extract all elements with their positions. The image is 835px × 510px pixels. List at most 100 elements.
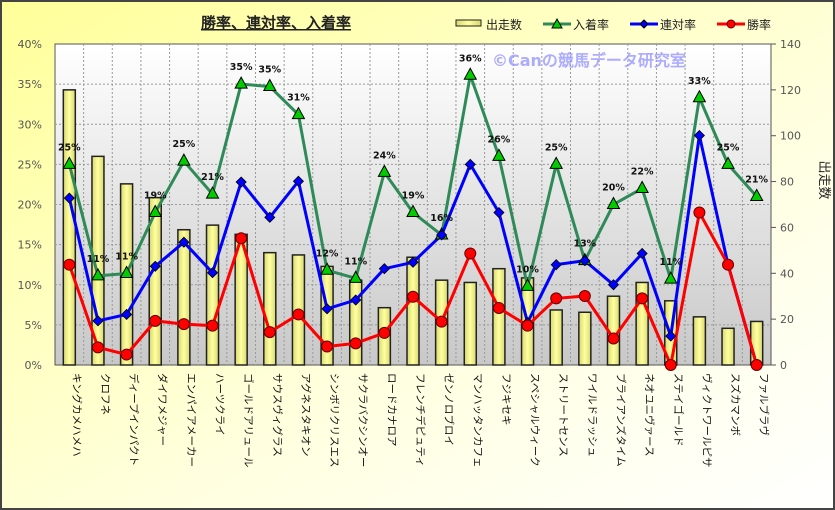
x-tick-label: ダイワメジャー xyxy=(156,373,169,446)
bar-0 xyxy=(62,89,77,366)
marker-circle xyxy=(578,289,591,302)
x-tick-label: ディープインパクト xyxy=(128,373,141,466)
marker-triangle xyxy=(91,267,105,281)
left-tick-label: 10% xyxy=(18,279,42,292)
x-tick-label: クロフネ xyxy=(99,373,111,415)
legend: 出走数 入着率 連対率 勝率 xyxy=(455,17,771,32)
marker-triangle xyxy=(291,106,306,120)
data-label: 25% xyxy=(717,142,740,153)
marker-triangle xyxy=(635,180,649,193)
data-label: 11% xyxy=(344,256,367,267)
marker-diamond xyxy=(693,129,705,142)
marker-circle xyxy=(235,232,248,245)
marker-diamond xyxy=(665,330,677,342)
bar-15 xyxy=(492,267,506,366)
marker-diamond xyxy=(436,229,448,241)
x-tick-label: スズカマンボ xyxy=(729,373,742,436)
x-tick-label: フジキセキ xyxy=(500,373,512,426)
data-label: 25% xyxy=(173,139,196,150)
marker-circle xyxy=(607,332,620,345)
x-tick-label: スペシャルウィーク xyxy=(529,373,541,467)
x-tick-label: ブライアンズタイム xyxy=(614,373,627,467)
data-label: 16% xyxy=(430,213,453,224)
data-label: 35% xyxy=(258,65,281,76)
marker-triangle xyxy=(262,78,277,92)
marker-triangle xyxy=(320,262,334,275)
marker-triangle xyxy=(492,148,506,161)
marker-diamond xyxy=(264,211,276,223)
marker-circle xyxy=(321,340,334,353)
marker-circle xyxy=(63,258,76,271)
right-tick-label: 80 xyxy=(780,176,794,189)
marker-circle xyxy=(149,314,162,327)
data-label: 22% xyxy=(631,166,654,177)
left-tick-label: 40% xyxy=(18,38,42,51)
x-tick-label: マンハッタンカフェ xyxy=(471,373,483,468)
data-label: 26% xyxy=(488,134,511,145)
marker-circle xyxy=(349,337,362,350)
x-tick-label: キングカメハメハ xyxy=(70,373,83,457)
marker-diamond xyxy=(63,192,75,204)
bar-7 xyxy=(263,251,277,366)
marker-circle xyxy=(120,348,133,361)
left-tick-label: 15% xyxy=(18,239,42,252)
marker-triangle xyxy=(177,153,191,166)
right-tick-label: 120 xyxy=(780,84,801,97)
bar-23 xyxy=(721,327,735,366)
data-label: 11% xyxy=(87,254,110,265)
x-tick-label: ステイゴールド xyxy=(672,373,685,447)
marker-diamond xyxy=(464,158,476,170)
data-label: 21% xyxy=(745,174,768,185)
data-label: 25% xyxy=(545,142,568,153)
marker-circle xyxy=(636,292,649,305)
right-tick-label: 0 xyxy=(780,359,787,372)
marker-diamond xyxy=(407,256,419,268)
legend-label: 勝率 xyxy=(747,17,771,32)
marker-diamond xyxy=(579,255,591,267)
marker-triangle xyxy=(606,196,621,209)
marker-diamond xyxy=(235,176,247,188)
marker-diamond xyxy=(493,206,505,219)
right-tick-label: 100 xyxy=(780,130,801,143)
bar-17 xyxy=(549,309,563,366)
data-label: 36% xyxy=(459,53,482,64)
marker-circle xyxy=(492,302,505,315)
marker-diamond xyxy=(149,260,161,272)
marker-circle xyxy=(206,319,219,332)
left-tick-label: 20% xyxy=(18,199,42,212)
marker-diamond xyxy=(378,263,390,275)
data-label: 31% xyxy=(287,93,310,104)
right-tick-label: 140 xyxy=(780,38,801,51)
watermark: ©Canの競馬データ研究室 xyxy=(492,51,686,70)
data-label: 21% xyxy=(201,172,224,183)
x-tick-label: ネオユニヴァース xyxy=(643,373,656,456)
marker-circle xyxy=(722,258,735,271)
marker-diamond xyxy=(607,279,620,291)
data-label: 33% xyxy=(688,76,711,87)
bar-14 xyxy=(463,281,478,366)
marker-circle xyxy=(664,359,677,371)
x-tick-label: ストリートセンス xyxy=(557,373,569,457)
legend-label: 出走数 xyxy=(486,17,522,32)
marker-triangle xyxy=(463,67,478,80)
right-axis-title: 出走数 xyxy=(816,160,831,199)
marker-circle xyxy=(693,206,706,219)
legend-marker-circle xyxy=(726,19,736,29)
marker-circle xyxy=(292,308,305,321)
marker-triangle xyxy=(377,164,392,177)
bar-5 xyxy=(205,224,220,366)
marker-diamond xyxy=(121,308,133,321)
marker-diamond xyxy=(321,303,333,315)
marker-triangle xyxy=(119,265,134,279)
marker-diamond xyxy=(550,259,562,271)
marker-circle xyxy=(750,359,763,371)
legend-marker-diamond xyxy=(639,19,649,29)
marker-diamond xyxy=(636,247,648,260)
marker-diamond xyxy=(178,236,190,248)
marker-triangle xyxy=(721,156,735,169)
data-label: 24% xyxy=(373,150,396,161)
marker-triangle xyxy=(749,188,764,201)
data-label: 11% xyxy=(659,257,682,268)
marker-triangle xyxy=(205,186,220,199)
